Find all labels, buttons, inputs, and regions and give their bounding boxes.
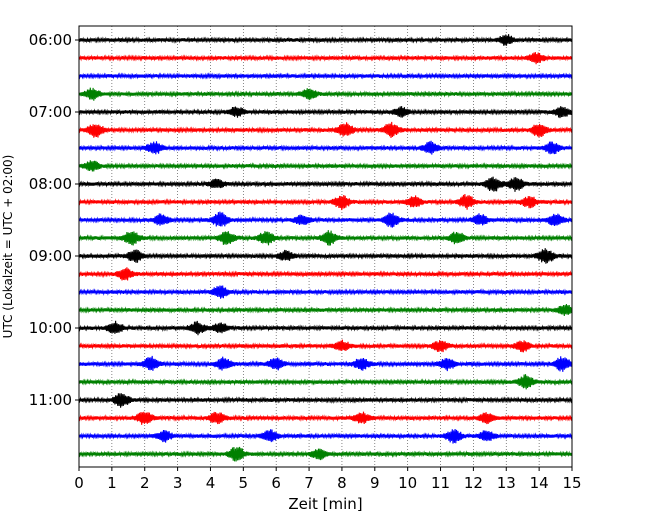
trace-row-1045: [78, 374, 573, 390]
trace-line: [78, 393, 573, 408]
trace-line: [78, 303, 573, 317]
x-tick-label: 9: [370, 474, 380, 492]
trace-row-0915: [78, 267, 573, 281]
trace-line: [78, 230, 573, 246]
x-tick-label: 5: [239, 474, 249, 492]
y-tick-label: 08:00: [29, 175, 72, 193]
trace-row-0830: [78, 211, 573, 228]
trace-row-1115: [78, 411, 573, 425]
trace-row-0600: [78, 34, 573, 46]
x-tick-label: 8: [337, 474, 347, 492]
trace-line: [78, 176, 573, 192]
trace-row-0745: [78, 160, 573, 172]
trace-line: [78, 411, 573, 425]
trace-line: [78, 320, 573, 336]
y-tick-label: 09:00: [29, 247, 72, 265]
trace-row-0815: [78, 193, 573, 211]
x-tick-label: 7: [304, 474, 314, 492]
x-tick-label: 14: [530, 474, 549, 492]
trace-row-1030: [78, 355, 573, 372]
y-axis-label: UTC (Lokalzeit = UTC + 02:00): [1, 155, 15, 339]
x-tick-label: 15: [562, 474, 581, 492]
y-tick-label: 11:00: [29, 391, 72, 409]
trace-row-0930: [78, 285, 573, 299]
trace-line: [78, 106, 573, 119]
trace-row-0645: [78, 87, 573, 101]
trace-row-0700: [78, 106, 573, 119]
trace-line: [78, 140, 573, 155]
x-tick-label: 11: [431, 474, 450, 492]
trace-row-1015: [78, 339, 573, 353]
trace-row-0800: [78, 176, 573, 192]
plot-frame: [78, 25, 573, 468]
x-tick-label: 4: [206, 474, 216, 492]
x-tick-label: 3: [173, 474, 183, 492]
y-tick-label: 07:00: [29, 103, 72, 121]
trace-row-1000: [78, 320, 573, 336]
x-tick-label: 0: [74, 474, 84, 492]
trace-line: [78, 355, 573, 372]
trace-row-1145: [78, 446, 573, 462]
trace-row-0715: [78, 121, 573, 139]
y-tick-label: 10:00: [29, 319, 72, 337]
trace-line: [78, 160, 573, 172]
x-tick-label: 1: [107, 474, 117, 492]
trace-row-1100: [78, 393, 573, 408]
trace-row-0945: [78, 303, 573, 317]
trace-line: [78, 267, 573, 281]
trace-line: [78, 52, 573, 65]
trace-line: [78, 211, 573, 228]
trace-line: [78, 72, 573, 80]
trace-row-0730: [78, 140, 573, 155]
trace-line: [78, 374, 573, 390]
trace-layer: [78, 34, 573, 462]
trace-row-0845: [78, 230, 573, 246]
trace-line: [78, 248, 573, 264]
trace-line: [78, 34, 573, 46]
trace-line: [78, 285, 573, 299]
trace-row-0630: [78, 72, 573, 80]
trace-row-0900: [78, 248, 573, 264]
trace-line: [78, 87, 573, 101]
x-axis-label: Zeit [min]: [288, 495, 362, 513]
trace-row-0615: [78, 52, 573, 65]
trace-line: [78, 193, 573, 211]
x-tick-label: 6: [271, 474, 281, 492]
y-tick-label: 06:00: [29, 31, 72, 49]
trace-row-1130: [78, 428, 573, 444]
x-tick-label: 12: [464, 474, 483, 492]
trace-line: [78, 121, 573, 139]
trace-line: [78, 446, 573, 462]
axis-layer: 0 1 2 3 4 5 6 7 8 9 10 11 12 13 14 1506:0007:0008:0009:…: [29, 31, 582, 492]
trace-line: [78, 339, 573, 353]
x-tick-label: 2: [140, 474, 150, 492]
x-tick-label: 13: [497, 474, 516, 492]
trace-line: [78, 428, 573, 444]
x-tick-label: 10: [398, 474, 417, 492]
